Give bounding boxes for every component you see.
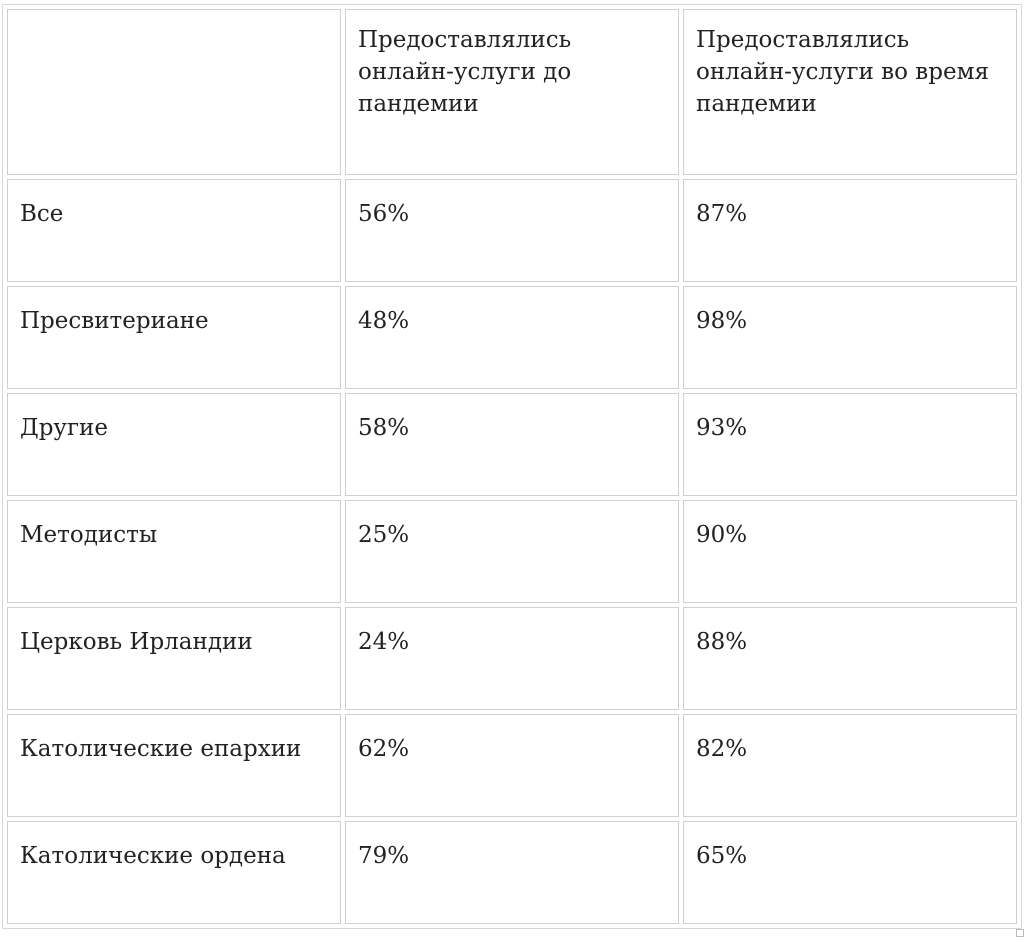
data-table: Предоставлялись онлайн-услуги до пандеми… xyxy=(2,4,1022,929)
value-during: 88% xyxy=(683,607,1017,710)
table-row: Католические епархии 62% 82% xyxy=(7,714,1017,817)
value-during: 93% xyxy=(683,393,1017,496)
row-label: Все xyxy=(7,179,341,282)
value-during: 87% xyxy=(683,179,1017,282)
table-row: Церковь Ирландии 24% 88% xyxy=(7,607,1017,710)
row-label: Методисты xyxy=(7,500,341,603)
value-during: 90% xyxy=(683,500,1017,603)
header-row: Предоставлялись онлайн-услуги до пандеми… xyxy=(7,9,1017,175)
value-during: 65% xyxy=(683,821,1017,924)
header-cell-during: Предоставлялись онлайн-услуги во время п… xyxy=(683,9,1017,175)
value-before: 24% xyxy=(345,607,679,710)
value-before: 62% xyxy=(345,714,679,817)
value-before: 25% xyxy=(345,500,679,603)
row-label: Католические епархии xyxy=(7,714,341,817)
value-during: 98% xyxy=(683,286,1017,389)
header-cell-empty xyxy=(7,9,341,175)
value-during: 82% xyxy=(683,714,1017,817)
resize-handle[interactable] xyxy=(1016,929,1024,937)
row-label: Церковь Ирландии xyxy=(7,607,341,710)
table-row: Все 56% 87% xyxy=(7,179,1017,282)
table-row: Пресвитериане 48% 98% xyxy=(7,286,1017,389)
value-before: 48% xyxy=(345,286,679,389)
row-label: Другие xyxy=(7,393,341,496)
value-before: 79% xyxy=(345,821,679,924)
value-before: 58% xyxy=(345,393,679,496)
table-row: Другие 58% 93% xyxy=(7,393,1017,496)
row-label: Католические ордена xyxy=(7,821,341,924)
row-label: Пресвитериане xyxy=(7,286,341,389)
value-before: 56% xyxy=(345,179,679,282)
header-cell-before: Предоставлялись онлайн-услуги до пандеми… xyxy=(345,9,679,175)
table-row: Методисты 25% 90% xyxy=(7,500,1017,603)
table-row: Католические ордена 79% 65% xyxy=(7,821,1017,924)
